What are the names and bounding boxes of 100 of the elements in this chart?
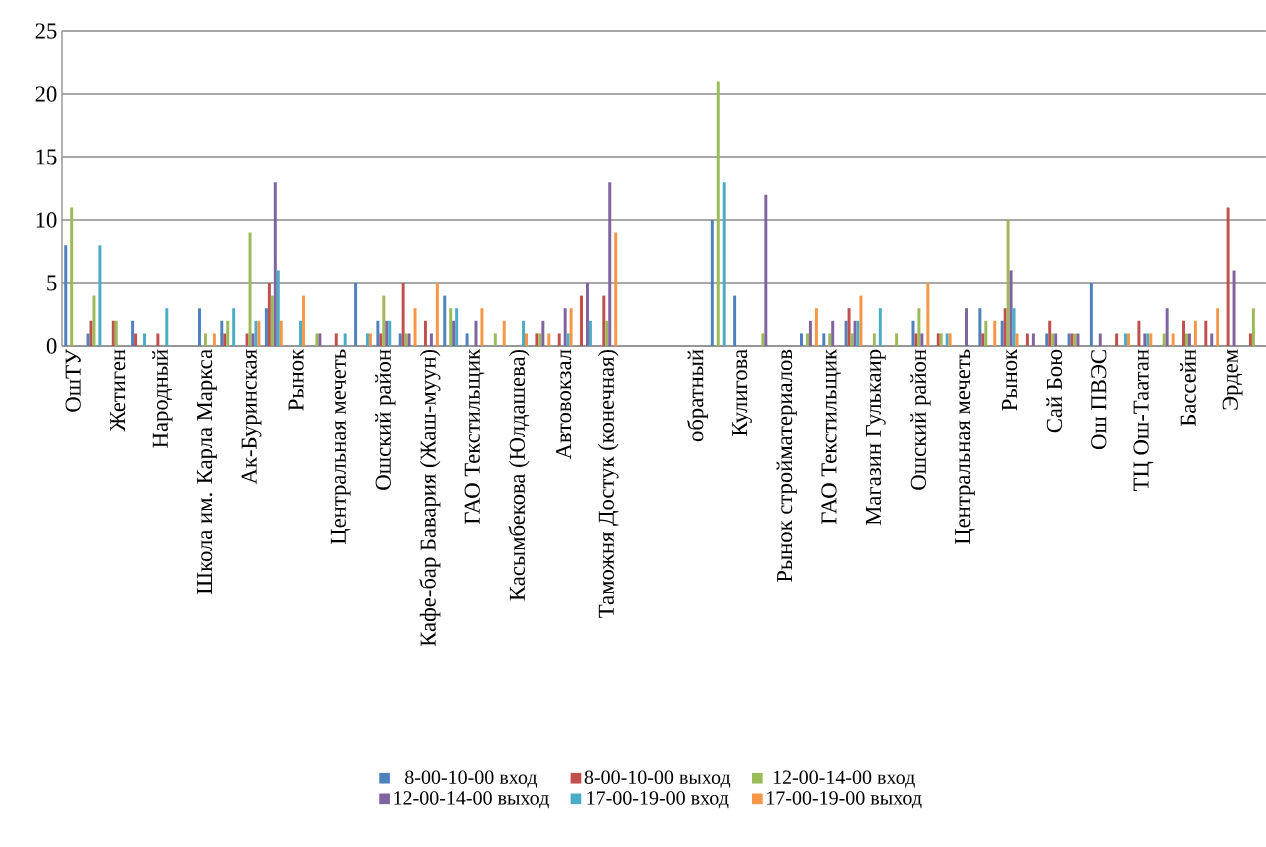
bar	[1162, 333, 1166, 346]
bar	[859, 295, 863, 346]
bar	[443, 295, 447, 346]
legend-label: 8-00-10-00 выход	[584, 770, 731, 788]
bar	[588, 320, 592, 346]
legend-label: 17-00-19-00 вход	[587, 791, 729, 809]
bar	[1171, 333, 1175, 346]
bar	[764, 194, 768, 346]
bar	[276, 270, 280, 346]
bar	[232, 308, 236, 346]
bar	[984, 320, 988, 346]
bar	[847, 308, 851, 346]
bar	[522, 320, 526, 346]
bar	[914, 333, 918, 346]
bar	[547, 333, 551, 346]
bar	[1226, 207, 1230, 346]
bar	[334, 333, 338, 346]
bar	[223, 333, 227, 346]
x-tick-label: Сай Бою	[1046, 349, 1063, 433]
bar	[302, 295, 306, 346]
bar	[525, 333, 528, 346]
bar	[70, 207, 74, 346]
x-tick-label: ГАО Текстильщик	[821, 348, 842, 525]
bar	[98, 245, 102, 346]
bar	[917, 308, 921, 346]
bar	[831, 320, 835, 346]
bar	[220, 320, 224, 346]
bar	[602, 295, 606, 346]
y-tick-label: 0	[46, 338, 57, 354]
bar	[131, 320, 135, 346]
bar	[86, 333, 90, 346]
bar	[733, 295, 737, 346]
x-tick-label: Эрдем	[1222, 349, 1243, 410]
x-tick-label: Центральная мечеть	[330, 349, 351, 545]
bar	[1182, 320, 1185, 346]
bar	[716, 81, 720, 346]
bar	[1015, 333, 1019, 346]
bar	[212, 333, 216, 346]
bar	[1210, 333, 1214, 346]
bar	[822, 333, 826, 346]
x-tick-label: Центральная мечеть	[955, 349, 975, 545]
bar	[1089, 283, 1093, 346]
bar	[1137, 320, 1141, 346]
y-tick-label: 5	[47, 275, 57, 291]
bar	[1000, 320, 1004, 346]
bar	[429, 333, 433, 346]
bar	[978, 308, 982, 346]
bar	[761, 333, 765, 346]
bar	[1006, 220, 1010, 346]
bar	[279, 320, 283, 346]
bar	[455, 308, 459, 346]
bar	[1248, 333, 1252, 346]
bar	[1165, 308, 1169, 346]
x-tick-label: ТЦ Ош-Таатан	[1133, 349, 1154, 491]
bar	[343, 333, 347, 346]
bar	[814, 308, 818, 346]
bar	[585, 283, 589, 346]
bar	[267, 283, 271, 346]
bar	[273, 182, 277, 346]
x-tick-label: обратный	[686, 349, 708, 442]
bar	[878, 308, 882, 346]
bar	[1216, 308, 1220, 346]
bar	[92, 295, 96, 346]
bar	[563, 308, 567, 346]
bar	[502, 320, 506, 346]
x-tick-label: Жетиген	[110, 349, 126, 432]
x-tick-label: Ошский район	[910, 349, 931, 490]
bar	[376, 320, 380, 346]
bar	[143, 333, 146, 346]
x-tick-label: Магазин Гулькаир	[865, 349, 886, 526]
bar	[808, 320, 812, 346]
bar	[926, 283, 930, 346]
y-tick-label: 10	[36, 212, 57, 228]
x-tick-label: ОшТУ	[65, 348, 81, 412]
bar	[1003, 308, 1007, 346]
y-tick-label: 25	[35, 23, 57, 39]
bar	[605, 320, 609, 346]
bar	[557, 333, 561, 346]
bar	[1098, 333, 1102, 346]
bar	[226, 320, 230, 346]
bar	[435, 283, 439, 346]
bar	[895, 333, 899, 346]
bar	[1009, 270, 1013, 346]
bar	[1031, 333, 1035, 346]
bar	[614, 232, 618, 346]
bar	[64, 245, 68, 346]
bar	[198, 308, 201, 346]
bar	[1048, 320, 1052, 346]
bar	[449, 308, 453, 346]
bar	[1204, 320, 1208, 346]
legend-label: 12-00-14-00 вход	[773, 770, 915, 788]
bar	[134, 333, 138, 346]
bar	[264, 308, 268, 346]
bar	[354, 283, 358, 346]
bar	[270, 295, 274, 346]
bar	[493, 333, 497, 346]
legend-label: 17-00-19-00 выход	[767, 791, 922, 809]
bar	[872, 333, 876, 346]
y-tick-label: 20	[35, 86, 57, 102]
bar	[423, 320, 427, 346]
